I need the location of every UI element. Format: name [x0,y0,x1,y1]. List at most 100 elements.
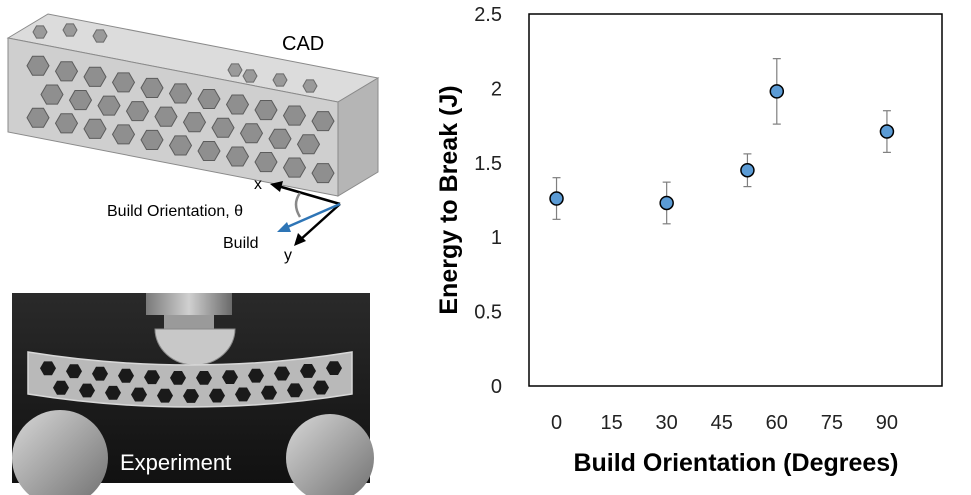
cad-hex-hole [54,61,79,82]
cad-hex-hole [168,135,193,156]
cad-hex-hole [97,95,121,116]
data-points [549,58,895,225]
cad-end-face [337,77,379,197]
x-axis-arrow [277,184,341,206]
specimen-hex-hole [66,364,82,379]
cad-hex-hole [254,100,278,121]
x-tick-labels: 0 15 30 45 60 75 90 [551,412,898,434]
right-support-roller [286,414,374,495]
cad-hex-hole [83,118,107,139]
cad-hex-hole [40,84,64,105]
specimen-hex-hole [92,366,108,381]
x-arrowhead [270,181,283,192]
x-tick-label: 60 [766,412,788,434]
y-tick-label: 2 [491,78,502,100]
specimen-hex-hole [105,385,121,400]
cad-hex-hole [225,146,250,167]
specimen-hex-hole [209,388,225,403]
cad-hex-hole [311,111,335,132]
specimen-hex-hole [222,370,238,384]
cad-hex-hole [140,129,164,150]
axis-x-label: x [254,176,262,193]
specimen-hex-hole [196,371,212,385]
cad-hex-hole [168,83,193,104]
plunger-neck [164,315,214,329]
cad-top-hex-hole [272,73,288,87]
experiment-label: Experiment [120,450,231,475]
y-tick-label: 1.5 [474,153,502,175]
y-tick-labels: 0 0.5 1 1.5 2 2.5 [474,4,502,398]
x-tick-label: 0 [551,412,562,434]
specimen-hex-hole [235,387,251,402]
orientation-triad [270,181,341,246]
cad-hex-hole [125,101,150,122]
x-tick-label: 15 [600,412,622,434]
y-tick-label: 0.5 [474,302,502,324]
data-point [659,195,674,211]
experiment-photo [12,293,374,495]
specimen-hex-hole [326,361,342,375]
cad-top-hex-hole [242,69,258,83]
cad-hex-hole [311,163,335,184]
cad-hex-hole [197,141,221,161]
specimen-hex-hole [287,383,303,398]
specimen-hex-hole [248,368,264,383]
cad-hex-hole [140,77,164,98]
build-orientation-label: Build Orientation, θ [107,203,243,220]
cad-hex-hole [26,55,50,76]
x-tick-label: 45 [711,412,733,434]
left-support-roller [12,410,108,495]
specimen-hex-hole [144,370,160,385]
specimen-hex-hole [53,380,69,395]
data-point [769,84,785,99]
cad-top-hex-hole [227,63,243,77]
cad-top-hex-hole [92,29,108,43]
cad-hex-hole [26,107,50,128]
specimen-hex-hole [300,364,316,378]
specimen-hex-hole [157,388,173,403]
y-axis-title: Energy to Break (J) [435,85,463,314]
cad-model [6,13,380,197]
x-axis-title: Build Orientation (Degrees) [573,449,898,477]
cad-hex-hole [54,113,79,134]
cad-hex-hole [268,128,292,149]
build-arrowhead [277,222,291,232]
specimen-hex-hole [313,380,329,395]
x-tick-label: 75 [821,412,843,434]
build-label: Build [223,235,259,252]
specimen-hexagon-holes [40,361,342,403]
cad-top-hex-hole [32,25,48,39]
x-tick-label: 90 [876,412,898,434]
plot-area [528,13,943,387]
y-axis-arrow [299,203,341,241]
theta-arc [294,192,302,218]
specimen-hex-hole [170,371,186,385]
cad-hex-hole [225,94,250,115]
data-point [879,124,895,139]
y-tick-label: 0 [491,376,502,398]
x-tick-label: 30 [656,412,678,434]
cad-hexagon-holes [26,55,335,184]
cad-hex-hole [282,105,307,126]
cad-label: CAD [282,33,324,55]
cad-hex-hole [111,124,136,145]
data-point [549,191,564,206]
data-point [740,162,755,178]
cad-top-holes [32,23,318,93]
cad-hex-hole [154,106,178,127]
specimen-hex-hole [183,389,199,403]
y-tick-label: 1 [491,227,502,249]
plunger-shaft [146,293,232,315]
cad-hex-hole [182,112,207,133]
axis-y-label: y [284,247,292,264]
cad-hex-hole [296,134,321,155]
cad-hex-hole [254,152,278,173]
specimen-hex-hole [40,361,56,376]
left-illustrations: CAD x y Build Orientation, θ Build Exper… [6,13,380,495]
y-tick-label: 2.5 [474,4,502,26]
specimen-hex-hole [274,366,290,381]
cad-hex-hole [83,66,107,87]
cad-top-hex-hole [302,79,318,93]
cad-hex-hole [111,72,136,93]
specimen-hex-hole [118,368,134,383]
